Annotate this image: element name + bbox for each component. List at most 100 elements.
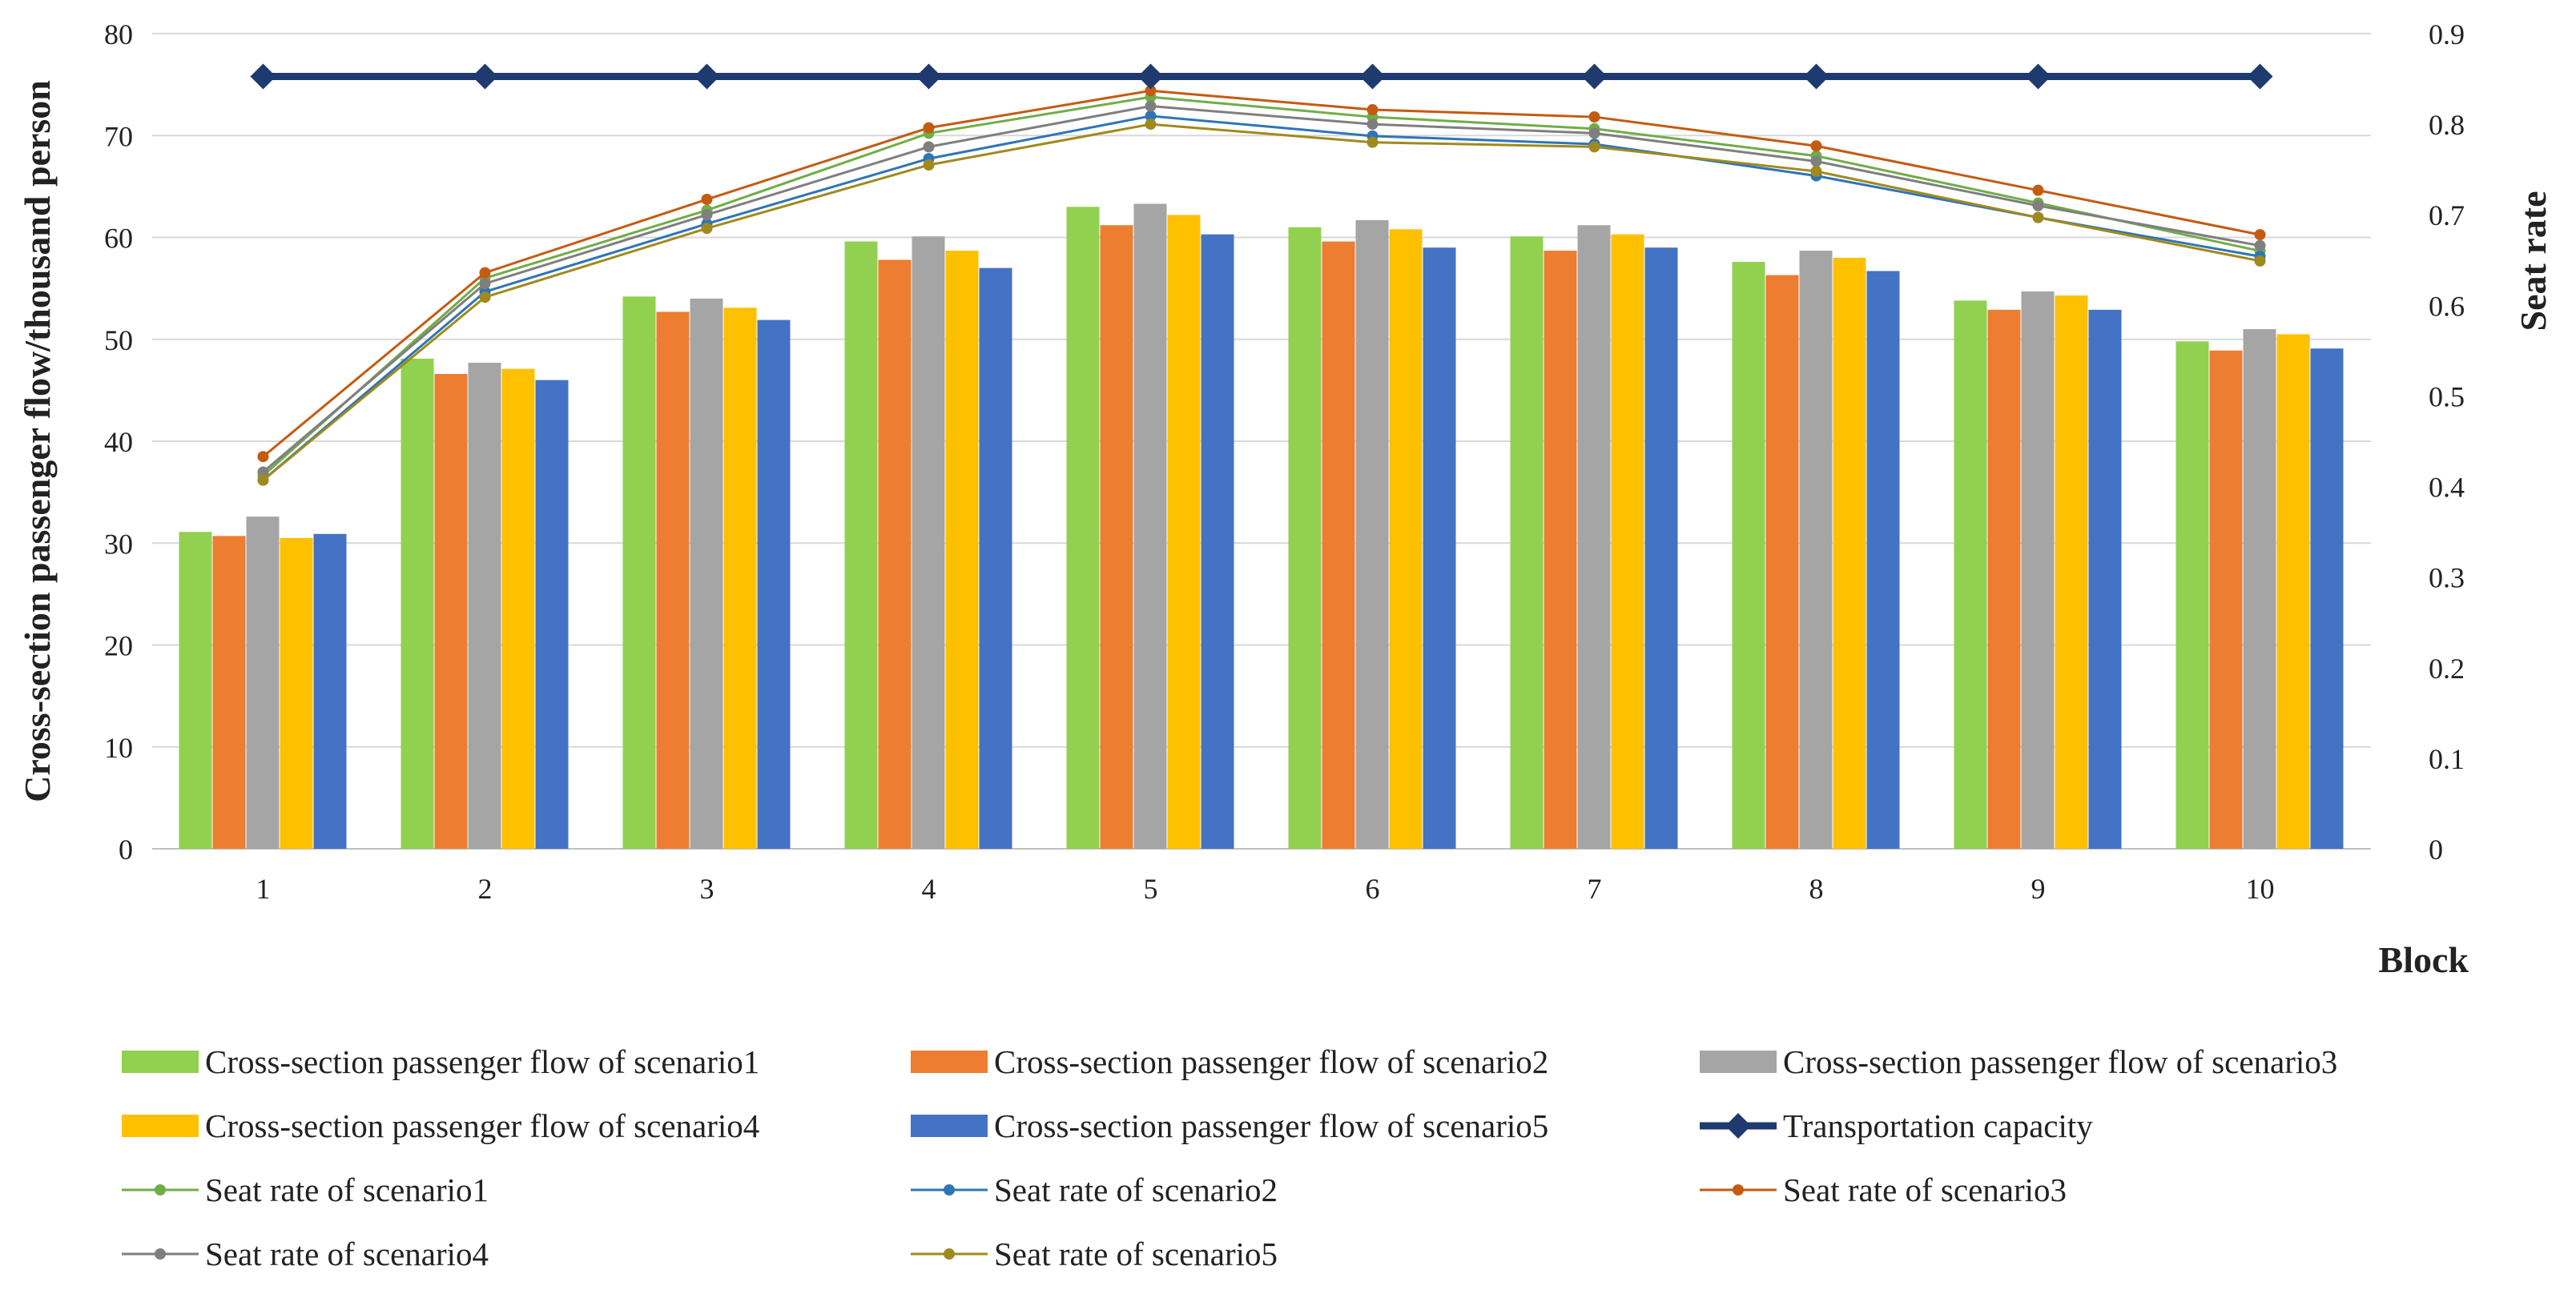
seat-rate-point-s5-block-8 — [1810, 165, 1822, 177]
legend-capacity-marker — [1725, 1113, 1751, 1139]
bar-s1-block-10 — [2176, 341, 2209, 849]
seat-rate-point-s3-block-9 — [2032, 184, 2044, 196]
legend-seat-rate-s5-label: Seat rate of scenario5 — [994, 1236, 1278, 1272]
bar-s2-block-5 — [1100, 225, 1133, 850]
seat-rate-point-s4-block-2 — [479, 278, 491, 290]
y-tick-label: 70 — [104, 120, 133, 152]
bar-s3-block-5 — [1133, 203, 1167, 849]
seat-rate-line-s5 — [262, 123, 2260, 481]
legend-seat-rate-s5-marker — [944, 1248, 955, 1260]
y2-tick-label: 0 — [2429, 834, 2443, 866]
bar-s3-block-7 — [1577, 225, 1611, 850]
x-tick-label: 6 — [1366, 873, 1380, 905]
bar-s1-block-4 — [844, 241, 878, 850]
bar-s2-block-2 — [434, 374, 468, 849]
bar-s4-block-5 — [1167, 215, 1201, 849]
legend-bar-s4-label: Cross-section passenger flow of scenario… — [205, 1107, 759, 1144]
bar-s5-block-10 — [2310, 348, 2344, 849]
legend-capacity-label: Transportation capacity — [1783, 1107, 2093, 1144]
capacity-marker-block-7 — [1581, 63, 1608, 90]
y-tick-label: 20 — [104, 630, 133, 662]
legend-seat-rate-s2-marker — [944, 1184, 955, 1196]
bar-s3-block-6 — [1355, 219, 1389, 849]
seat-rate-point-s3-block-10 — [2254, 229, 2266, 241]
bar-s2-block-7 — [1544, 251, 1577, 850]
seat-rate-point-s4-block-6 — [1366, 119, 1379, 131]
legend-seat-rate-s2-label: Seat rate of scenario2 — [994, 1171, 1278, 1208]
capacity-marker-block-2 — [472, 63, 498, 90]
x-tick-label: 3 — [700, 873, 714, 905]
seat-rate-point-s3-block-5 — [1145, 85, 1157, 97]
seat-rate-point-s5-block-10 — [2254, 255, 2266, 267]
bar-s5-block-5 — [1201, 234, 1234, 849]
seat-rate-point-s4-block-4 — [923, 141, 935, 153]
capacity-marker-block-10 — [2247, 63, 2273, 90]
seat-rate-point-s3-block-6 — [1366, 104, 1379, 116]
capacity-marker-block-8 — [1803, 63, 1829, 90]
bar-s4-block-8 — [1833, 257, 1866, 849]
legend-bar-s3-label: Cross-section passenger flow of scenario… — [1783, 1043, 2337, 1080]
seat-rate-point-s5-block-2 — [479, 291, 491, 303]
bar-s3-block-8 — [1799, 251, 1833, 850]
seat-rate-point-s3-block-1 — [257, 451, 269, 463]
bar-s1-block-9 — [1954, 300, 1987, 849]
seat-rate-point-s4-block-5 — [1145, 100, 1157, 112]
y-tick-label: 50 — [104, 324, 133, 356]
bar-s2-block-8 — [1765, 275, 1799, 849]
y2-tick-label: 0.6 — [2429, 290, 2465, 322]
legend-bar-s5-swatch — [911, 1115, 988, 1137]
seat-rate-point-s5-block-1 — [257, 474, 269, 486]
y2-tick-label: 0.9 — [2429, 18, 2465, 50]
y2-tick-label: 0.1 — [2429, 743, 2465, 775]
seat-rate-point-s5-block-5 — [1145, 119, 1157, 131]
seat-rate-line-s2 — [262, 115, 2260, 481]
bar-s5-block-9 — [2088, 309, 2122, 849]
legend-bar-s2-swatch — [911, 1051, 988, 1073]
legend-seat-rate-s1-label: Seat rate of scenario1 — [205, 1171, 489, 1208]
bar-s4-block-6 — [1389, 229, 1423, 849]
seat-rate-point-s4-block-10 — [2254, 239, 2266, 251]
y2-tick-label: 0.3 — [2429, 562, 2465, 594]
seat-rate-point-s4-block-9 — [2032, 199, 2044, 211]
bar-s4-block-10 — [2276, 334, 2310, 849]
bar-s5-block-7 — [1644, 247, 1678, 850]
bar-s1-block-7 — [1510, 236, 1544, 849]
capacity-marker-block-9 — [2025, 63, 2051, 90]
y2-axis-title: Seat rate — [2513, 191, 2554, 332]
seat-rate-point-s2-block-5 — [1145, 110, 1157, 122]
y-axis-title: Cross-section passenger flow/thousand pe… — [17, 80, 58, 802]
x-tick-label: 9 — [2031, 873, 2046, 905]
bar-s5-block-6 — [1423, 247, 1456, 850]
legend-seat-rate-s1-marker — [155, 1184, 166, 1196]
bar-s4-block-3 — [723, 307, 757, 849]
bar-s2-block-9 — [1987, 309, 2021, 849]
bar-s5-block-4 — [979, 267, 1012, 849]
legend-bar-s5-label: Cross-section passenger flow of scenario… — [994, 1107, 1548, 1144]
bar-s1-block-2 — [400, 358, 434, 849]
bar-s1-block-5 — [1066, 207, 1100, 849]
seat-rate-line-s3 — [262, 89, 2260, 458]
legend-bar-s1-swatch — [122, 1051, 199, 1073]
bar-s2-block-4 — [878, 259, 912, 849]
y2-tick-label: 0.2 — [2429, 653, 2465, 685]
y-tick-label: 30 — [104, 528, 133, 560]
bar-s1-block-8 — [1732, 262, 1765, 849]
legend-bar-s4-swatch — [122, 1115, 199, 1137]
axes: 0 10 20 30 40 50 60 70 80 0 0.1 0.2 0.3 0.4 0.5 0.6 0.7 0… — [17, 18, 2554, 980]
capacity-marker-block-6 — [1359, 63, 1386, 90]
seat-rate-point-s5-block-9 — [2032, 211, 2044, 223]
x-tick-label: 8 — [1809, 873, 1824, 905]
bar-s4-block-7 — [1611, 234, 1644, 849]
bar-s5-block-2 — [535, 380, 569, 849]
bar-s1-block-6 — [1288, 227, 1322, 849]
legend-bar-s3-swatch — [1700, 1051, 1777, 1073]
legend-seat-rate-s4-marker — [155, 1248, 166, 1260]
capacity-marker-block-3 — [694, 63, 720, 90]
y2-tick-label: 0.4 — [2429, 472, 2465, 504]
y2-tick-label: 0.5 — [2429, 380, 2465, 412]
seat-rate-point-s3-block-2 — [479, 267, 491, 279]
seat-rate-point-s3-block-7 — [1588, 111, 1600, 123]
x-tick-label: 2 — [478, 873, 493, 905]
